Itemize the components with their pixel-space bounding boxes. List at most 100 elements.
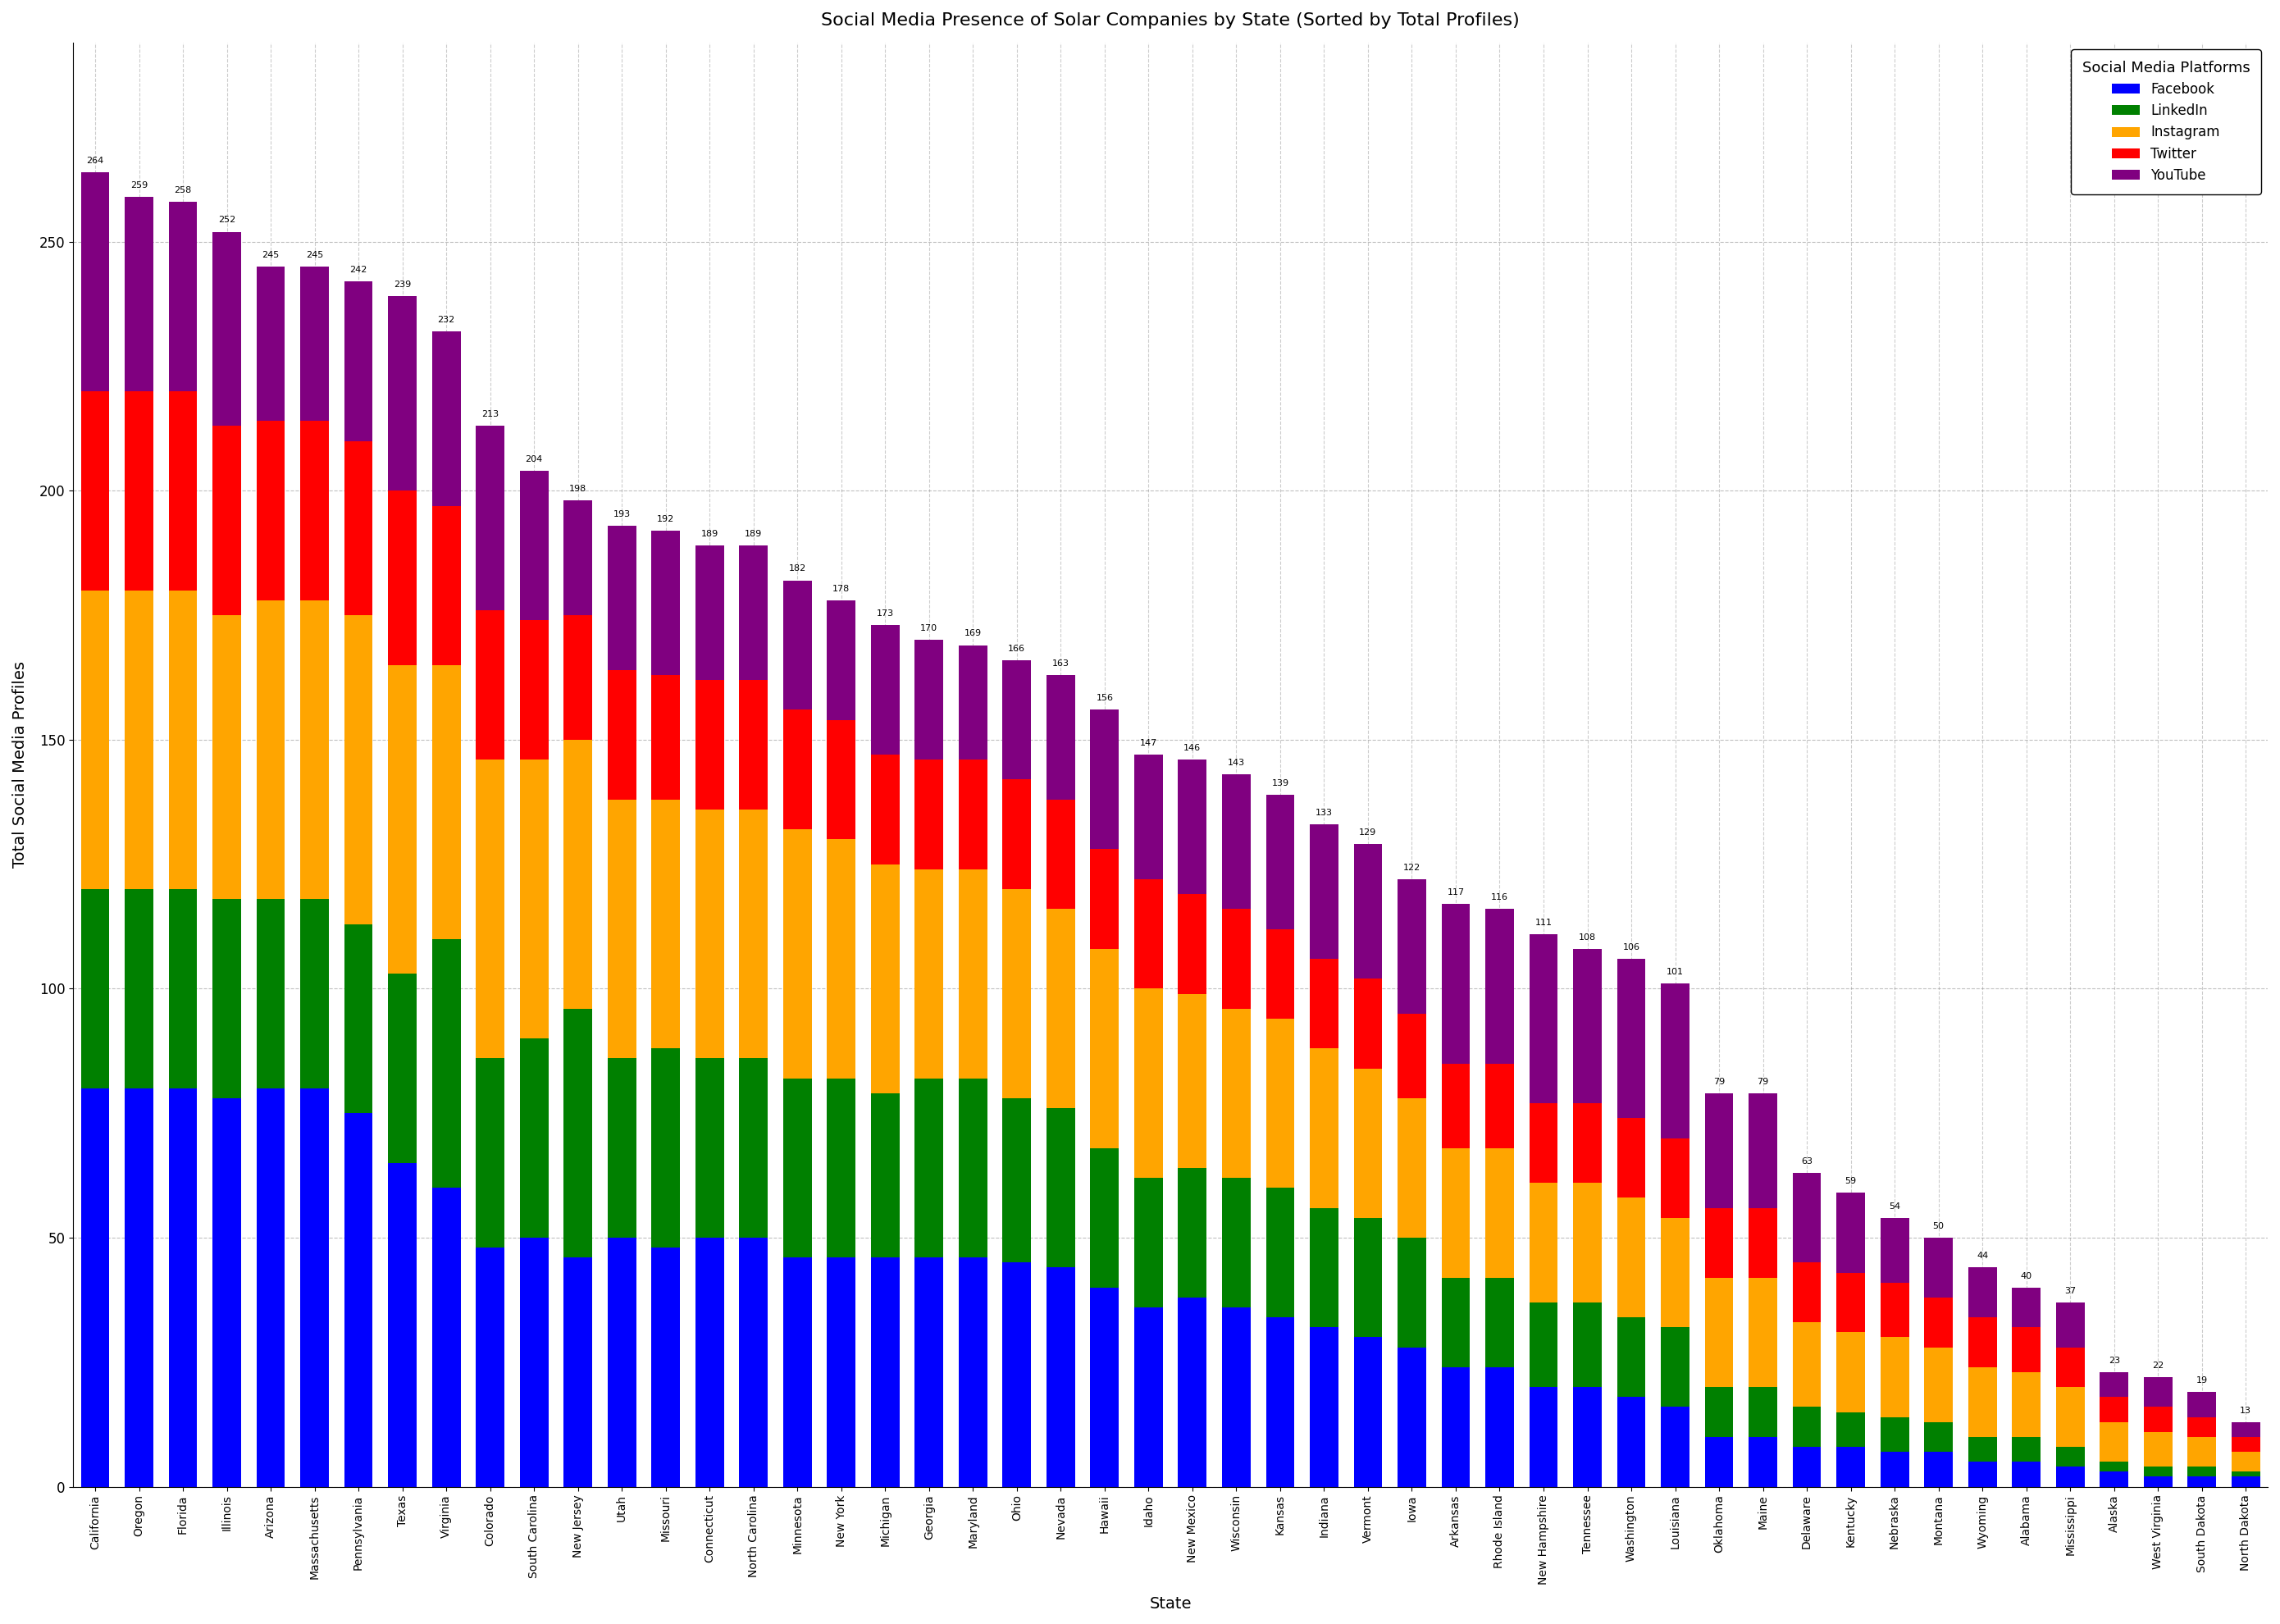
- Bar: [1265, 794, 1295, 929]
- Bar: [80, 590, 109, 888]
- Bar: [1133, 1307, 1163, 1486]
- Title: Social Media Presence of Solar Companies by State (Sorted by Total Profiles): Social Media Presence of Solar Companies…: [821, 13, 1521, 29]
- Bar: [871, 1257, 898, 1486]
- Bar: [1354, 1069, 1382, 1218]
- Text: 19: 19: [2196, 1377, 2207, 1385]
- Bar: [1441, 1278, 1471, 1367]
- Bar: [914, 1078, 944, 1257]
- Bar: [431, 664, 461, 939]
- Bar: [1090, 710, 1119, 849]
- Bar: [1398, 1098, 1425, 1237]
- Bar: [2011, 1462, 2041, 1486]
- Bar: [2187, 1476, 2216, 1486]
- Bar: [2011, 1437, 2041, 1462]
- Text: 245: 245: [306, 252, 324, 260]
- Bar: [1090, 849, 1119, 948]
- Bar: [782, 830, 812, 1078]
- Bar: [1573, 1387, 1601, 1486]
- Bar: [301, 1088, 328, 1486]
- Bar: [652, 1247, 679, 1486]
- Bar: [301, 421, 328, 601]
- Bar: [2187, 1437, 2216, 1466]
- Bar: [255, 601, 285, 900]
- Bar: [871, 755, 898, 864]
- Bar: [828, 1078, 855, 1257]
- Bar: [255, 900, 285, 1088]
- Bar: [958, 869, 987, 1078]
- Bar: [782, 1078, 812, 1257]
- Bar: [958, 760, 987, 869]
- Bar: [1705, 1208, 1733, 1278]
- Bar: [695, 546, 723, 680]
- Bar: [1133, 989, 1163, 1177]
- Bar: [2057, 1302, 2084, 1348]
- Text: 63: 63: [1801, 1158, 1813, 1166]
- Text: 139: 139: [1272, 780, 1288, 788]
- Bar: [914, 640, 944, 760]
- Bar: [125, 391, 153, 590]
- Bar: [1749, 1208, 1776, 1278]
- Bar: [2143, 1476, 2173, 1486]
- Text: 101: 101: [1667, 968, 1685, 976]
- Bar: [1924, 1237, 1952, 1298]
- Text: 170: 170: [921, 625, 937, 633]
- Bar: [1573, 1302, 1601, 1387]
- Text: 252: 252: [219, 216, 235, 224]
- Bar: [1003, 1098, 1031, 1262]
- Text: 59: 59: [1845, 1177, 1856, 1186]
- Bar: [1530, 1182, 1557, 1302]
- Bar: [477, 611, 504, 760]
- Bar: [1222, 1307, 1249, 1486]
- Bar: [431, 505, 461, 664]
- Bar: [477, 425, 504, 611]
- Bar: [2100, 1462, 2127, 1471]
- Bar: [1179, 1298, 1206, 1486]
- Bar: [1222, 909, 1249, 1009]
- Bar: [871, 864, 898, 1093]
- Bar: [1835, 1332, 1865, 1411]
- Bar: [1792, 1173, 1822, 1262]
- Text: 117: 117: [1448, 888, 1464, 896]
- Bar: [739, 680, 768, 809]
- Bar: [1705, 1093, 1733, 1208]
- Bar: [1265, 1018, 1295, 1187]
- Bar: [431, 939, 461, 1187]
- X-axis label: State: State: [1149, 1596, 1192, 1611]
- Bar: [2187, 1466, 2216, 1476]
- Bar: [2057, 1348, 2084, 1387]
- Text: 163: 163: [1051, 659, 1069, 667]
- Bar: [695, 1237, 723, 1486]
- Bar: [1265, 1187, 1295, 1317]
- Text: 245: 245: [262, 252, 280, 260]
- Bar: [212, 1098, 242, 1486]
- Bar: [958, 645, 987, 760]
- Bar: [2100, 1423, 2127, 1462]
- Text: 146: 146: [1183, 744, 1202, 752]
- Bar: [2143, 1432, 2173, 1466]
- Bar: [1133, 879, 1163, 989]
- Bar: [1924, 1452, 1952, 1486]
- Text: 122: 122: [1402, 864, 1420, 872]
- Bar: [1047, 1268, 1074, 1486]
- Bar: [1573, 1103, 1601, 1182]
- Text: 156: 156: [1097, 693, 1113, 702]
- Bar: [431, 331, 461, 505]
- Bar: [1530, 934, 1557, 1103]
- Text: 193: 193: [613, 510, 632, 518]
- Bar: [563, 1257, 593, 1486]
- Bar: [1530, 1103, 1557, 1182]
- Bar: [1617, 1397, 1646, 1486]
- Bar: [563, 1009, 593, 1257]
- Bar: [1660, 984, 1689, 1138]
- Bar: [1090, 1148, 1119, 1288]
- Bar: [2057, 1387, 2084, 1447]
- Bar: [1179, 1168, 1206, 1298]
- Bar: [1484, 1064, 1514, 1148]
- Bar: [695, 680, 723, 809]
- Bar: [431, 1187, 461, 1486]
- Bar: [652, 799, 679, 1049]
- Bar: [388, 664, 417, 974]
- Bar: [255, 1088, 285, 1486]
- Text: 111: 111: [1534, 918, 1553, 926]
- Bar: [477, 760, 504, 1059]
